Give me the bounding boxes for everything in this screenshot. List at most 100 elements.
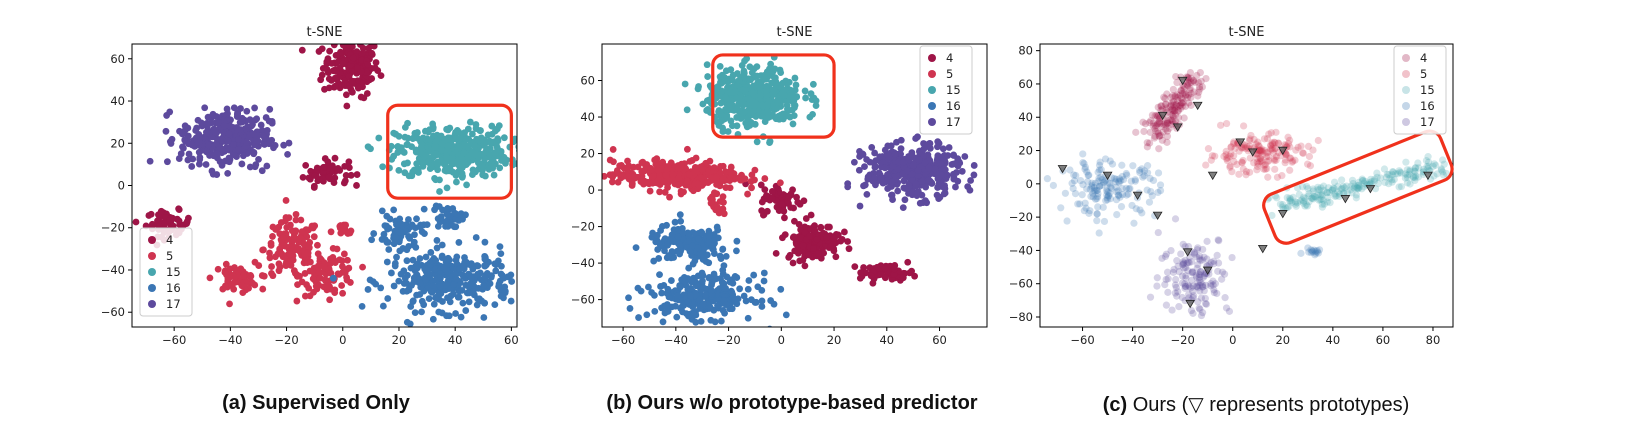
point-17 — [252, 161, 260, 169]
point-5 — [1260, 135, 1269, 143]
point-16 — [411, 309, 419, 317]
point-16 — [436, 283, 444, 290]
point-5 — [255, 262, 263, 269]
point-5 — [1272, 128, 1280, 136]
point-15 — [748, 69, 756, 77]
point-5 — [331, 289, 339, 296]
point-5 — [1274, 148, 1282, 157]
point-17 — [1195, 304, 1203, 312]
point-17 — [166, 108, 174, 116]
point-15 — [1442, 169, 1451, 178]
point-5 — [305, 284, 313, 292]
point-15 — [1389, 168, 1397, 176]
prototype-marker — [1207, 171, 1218, 181]
point-15 — [1383, 170, 1391, 178]
point-5 — [1231, 144, 1239, 153]
point-16 — [645, 283, 652, 291]
point-16 — [1131, 177, 1139, 185]
point-5 — [651, 156, 659, 164]
point-16 — [1146, 174, 1154, 183]
scatter-points — [1043, 68, 1451, 320]
point-5 — [1252, 140, 1260, 148]
legend-marker-16 — [148, 284, 156, 292]
point-4 — [1172, 101, 1180, 109]
point-15 — [1351, 182, 1359, 191]
point-15 — [769, 90, 777, 98]
point-4 — [363, 68, 370, 76]
point-16 — [1098, 181, 1106, 189]
point-15 — [1352, 194, 1360, 202]
point-5 — [669, 176, 677, 184]
point-4 — [302, 161, 310, 169]
point-5 — [343, 276, 351, 284]
point-15 — [491, 127, 499, 135]
point-16 — [1086, 207, 1094, 215]
point-4 — [1180, 82, 1188, 90]
point-15 — [1276, 200, 1285, 208]
point-4 — [1179, 81, 1187, 89]
legend-box — [139, 227, 193, 317]
point-15 — [743, 55, 751, 63]
point-4 — [1151, 132, 1159, 140]
point-4 — [342, 172, 350, 179]
point-15 — [1329, 184, 1337, 192]
point-4 — [1169, 92, 1177, 100]
point-16 — [752, 298, 760, 306]
point-16 — [655, 255, 663, 262]
point-16 — [368, 236, 376, 244]
point-4 — [360, 94, 368, 102]
point-4 — [1186, 86, 1194, 94]
point-15 — [723, 113, 731, 121]
point-4 — [1189, 77, 1197, 85]
point-15 — [455, 128, 463, 136]
point-16 — [1093, 217, 1101, 225]
point-4 — [1174, 97, 1182, 105]
point-17 — [1178, 293, 1186, 302]
point-5 — [1267, 129, 1275, 137]
point-16 — [452, 210, 460, 218]
point-5 — [339, 289, 347, 297]
point-17 — [1214, 236, 1222, 244]
point-15 — [1294, 184, 1302, 192]
point-17 — [1218, 268, 1227, 276]
point-4 — [1141, 120, 1150, 128]
caption-b: (b) Ours w/o prototype-based predictor — [606, 392, 977, 415]
point-17 — [864, 173, 872, 181]
point-5 — [247, 272, 255, 280]
point-4 — [1167, 120, 1175, 129]
point-4 — [1162, 121, 1170, 129]
point-16 — [396, 215, 404, 223]
point-4 — [325, 84, 333, 92]
point-17 — [1200, 287, 1208, 295]
point-4 — [1171, 93, 1179, 101]
point-15 — [1291, 198, 1299, 206]
point-5 — [655, 176, 662, 184]
point-17 — [887, 142, 895, 150]
point-17 — [899, 159, 907, 166]
point-15 — [808, 96, 816, 104]
point-17 — [1225, 307, 1234, 315]
legend-label-17: 17 — [946, 115, 961, 129]
point-16 — [1103, 185, 1111, 193]
point-16 — [405, 242, 413, 250]
point-15 — [1324, 193, 1332, 202]
point-17 — [934, 143, 941, 151]
point-5 — [1204, 145, 1213, 153]
point-16 — [492, 267, 500, 275]
point-5 — [259, 285, 267, 293]
legend-marker-4 — [1402, 54, 1410, 62]
point-16 — [1113, 188, 1121, 196]
chart-panel-2: t-SNE−60 −40 −20 0 20 40 60 80−80−60−40−2002040… — [1009, 25, 1454, 347]
point-15 — [1422, 156, 1431, 165]
point-16 — [429, 282, 437, 289]
point-17 — [1179, 258, 1187, 266]
point-4 — [1195, 83, 1204, 91]
point-5 — [1235, 170, 1243, 178]
point-16 — [685, 264, 693, 272]
point-4 — [1163, 138, 1171, 146]
point-17 — [1162, 301, 1171, 309]
point-5 — [282, 214, 290, 221]
point-5 — [1286, 136, 1294, 144]
point-15 — [1300, 197, 1308, 205]
point-17 — [1199, 283, 1207, 291]
